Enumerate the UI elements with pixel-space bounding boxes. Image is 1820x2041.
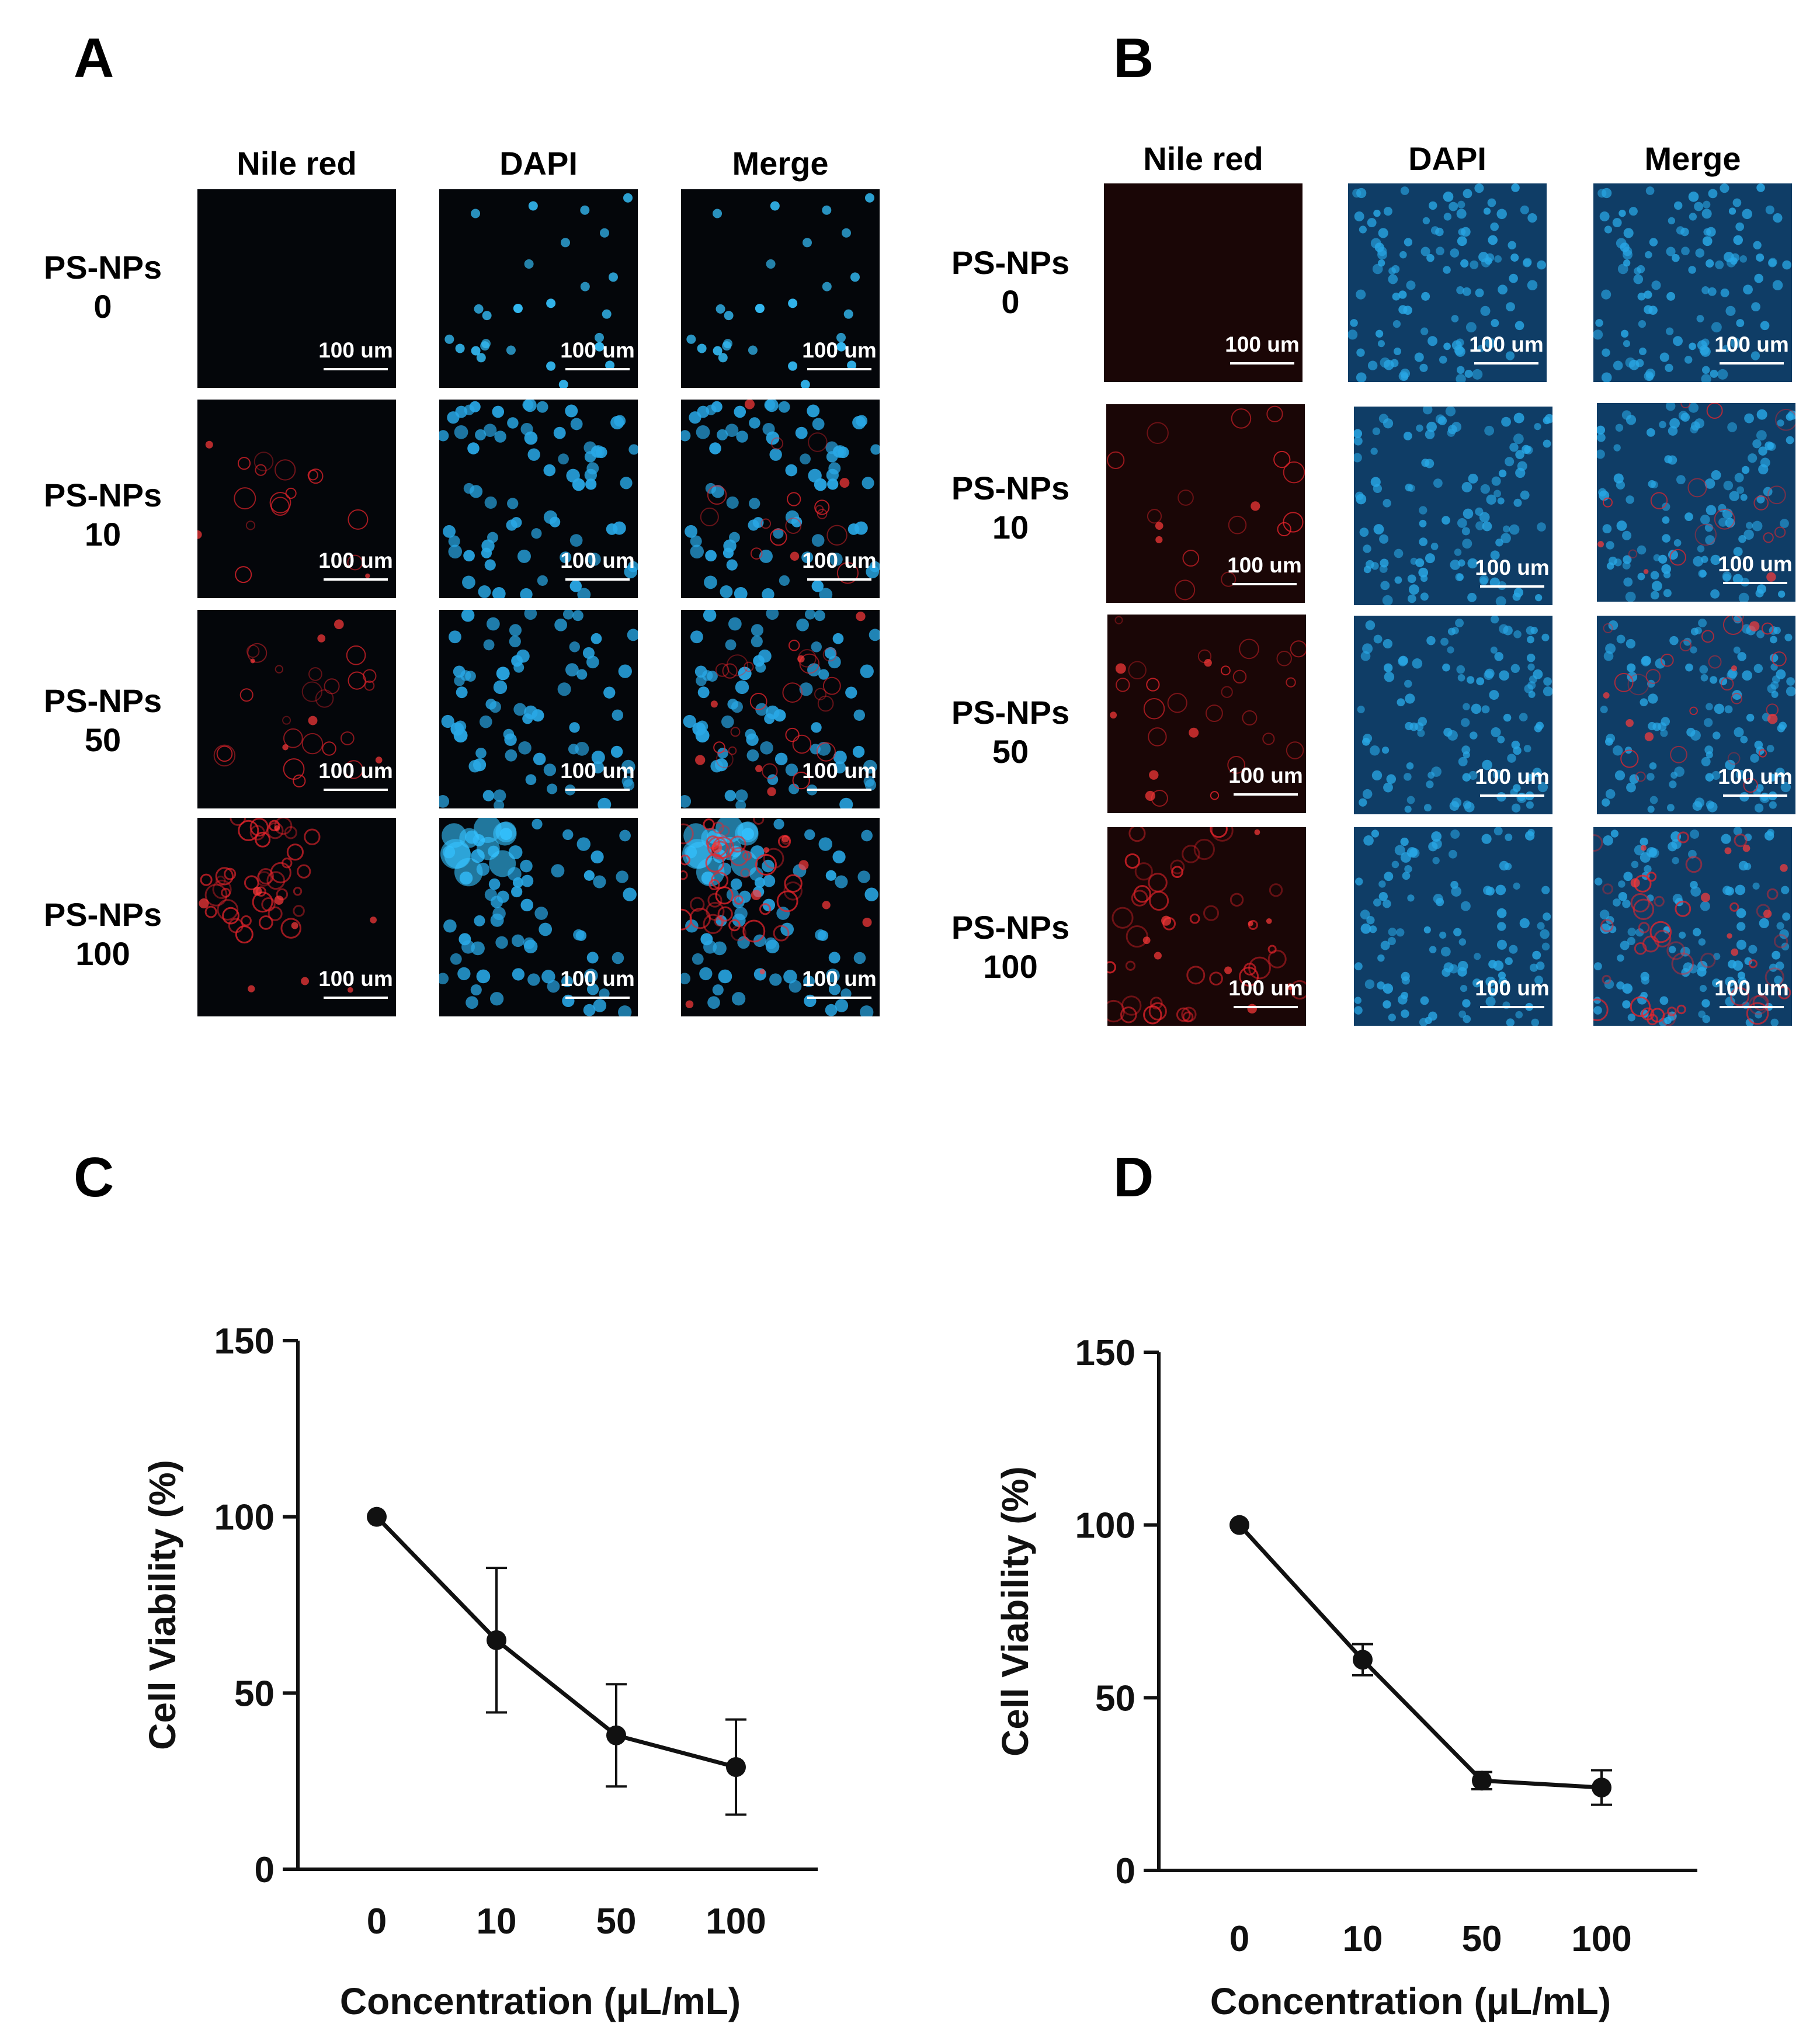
micrograph-merge: 100 um xyxy=(681,818,880,1016)
scale-bar: 100 um xyxy=(1717,553,1793,584)
row-label-ps-nps-100: PS-NPs 100 xyxy=(951,909,1070,985)
row-label-ps-nps-100: PS-NPs 100 xyxy=(43,896,162,973)
data-point xyxy=(606,1725,626,1745)
row-label-ps-nps-0: PS-NPs 0 xyxy=(43,249,162,325)
panel-letter-a: A xyxy=(74,27,114,89)
x-axis-title: Concentration (μL/mL) xyxy=(1210,1980,1611,2022)
scale-bar: 100 um xyxy=(318,760,394,791)
micrograph-nile-red: 100 um xyxy=(197,400,396,598)
column-header-nile-red: Nile red xyxy=(237,145,357,182)
micrograph-merge: 100 um xyxy=(1593,827,1792,1026)
row-label-ps-nps-10: PS-NPs 10 xyxy=(43,477,162,553)
data-point xyxy=(726,1757,746,1778)
series-line xyxy=(375,1515,737,1769)
series-line xyxy=(1238,1523,1602,1790)
y-tick-label: 100 xyxy=(214,1498,275,1538)
column-header-merge: Merge xyxy=(732,145,829,182)
y-tick-label: 50 xyxy=(1095,1678,1135,1719)
scale-bar: 100 um xyxy=(1468,334,1544,365)
scale-bar: 100 um xyxy=(1714,334,1790,365)
scale-bar: 100 um xyxy=(801,339,877,370)
scale-bar: 100 um xyxy=(801,760,877,791)
x-tick-label: 100 xyxy=(706,1901,766,1942)
scale-bar: 100 um xyxy=(318,550,394,581)
micrograph-merge: 100 um xyxy=(1597,616,1795,814)
scale-bar: 100 um xyxy=(560,339,635,370)
x-tick-label: 100 xyxy=(1571,1919,1631,1959)
micrograph-merge: 100 um xyxy=(1593,183,1792,382)
row-label-ps-nps-0: PS-NPs 0 xyxy=(951,244,1070,321)
micrograph-nile-red: 100 um xyxy=(1107,615,1306,813)
scale-bar: 100 um xyxy=(1228,977,1304,1008)
x-tick-label: 0 xyxy=(1229,1919,1249,1959)
row-label-ps-nps-50: PS-NPs 50 xyxy=(43,682,162,759)
y-tick-label: 150 xyxy=(214,1321,275,1362)
scale-bar: 100 um xyxy=(1224,334,1300,365)
y-tick-label: 100 xyxy=(1075,1506,1135,1546)
data-point xyxy=(487,1630,506,1650)
scale-bar: 100 um xyxy=(560,550,635,581)
x-tick-label: 50 xyxy=(596,1901,637,1942)
scale-bar: 100 um xyxy=(318,968,394,999)
micrograph-merge: 100 um xyxy=(681,400,880,598)
x-axis-title: Concentration (μL/mL) xyxy=(340,1980,741,2022)
micrograph-dapi: 100 um xyxy=(1354,616,1552,814)
micrograph-merge: 100 um xyxy=(1597,403,1795,602)
micrograph-nile-red: 100 um xyxy=(1107,827,1306,1026)
scale-bar: 100 um xyxy=(1228,765,1304,796)
micrograph-merge: 100 um xyxy=(681,189,880,388)
scale-bar: 100 um xyxy=(1714,977,1790,1008)
data-point xyxy=(367,1507,387,1527)
panel-letter-b: B xyxy=(1113,27,1154,89)
column-header-dapi: DAPI xyxy=(499,145,578,182)
micrograph-merge: 100 um xyxy=(681,610,880,808)
column-header-nile-red: Nile red xyxy=(1143,140,1263,177)
micrograph-dapi: 100 um xyxy=(439,818,638,1016)
micrograph-dapi: 100 um xyxy=(439,189,638,388)
scale-bar: 100 um xyxy=(801,550,877,581)
scale-bar: 100 um xyxy=(1474,977,1550,1008)
y-tick-label: 0 xyxy=(1116,1851,1135,1891)
y-tick-label: 50 xyxy=(234,1674,275,1714)
scale-bar: 100 um xyxy=(560,760,635,791)
x-tick-label: 10 xyxy=(477,1901,517,1942)
y-tick-label: 150 xyxy=(1075,1333,1135,1373)
column-header-merge: Merge xyxy=(1644,140,1741,177)
micrograph-dapi: 100 um xyxy=(439,610,638,808)
data-point xyxy=(1472,1771,1492,1791)
scale-bar: 100 um xyxy=(1227,554,1303,585)
micrograph-dapi: 100 um xyxy=(1354,827,1552,1026)
micrograph-nile-red: 100 um xyxy=(197,610,396,808)
scale-bar: 100 um xyxy=(1474,766,1550,797)
row-label-ps-nps-10: PS-NPs 10 xyxy=(951,470,1070,546)
x-tick-label: 10 xyxy=(1343,1919,1383,1959)
scale-bar: 100 um xyxy=(1717,766,1793,797)
y-axis-title: Cell Viability (%) xyxy=(994,1466,1036,1757)
micrograph-nile-red: 100 um xyxy=(1104,183,1303,382)
scale-bar: 100 um xyxy=(1474,557,1550,588)
data-point xyxy=(1592,1778,1611,1798)
y-axis-title: Cell Viability (%) xyxy=(141,1460,183,1750)
scale-bar: 100 um xyxy=(318,339,394,370)
scale-bar: 100 um xyxy=(560,968,635,999)
data-point xyxy=(1353,1650,1373,1670)
panel-letter-c: C xyxy=(74,1146,114,1209)
micrograph-dapi: 100 um xyxy=(1348,183,1547,382)
x-tick-label: 50 xyxy=(1462,1919,1502,1959)
scale-bar: 100 um xyxy=(801,968,877,999)
x-tick-label: 0 xyxy=(367,1901,387,1942)
column-header-dapi: DAPI xyxy=(1408,140,1486,177)
micrograph-dapi: 100 um xyxy=(439,400,638,598)
panel-letter-d: D xyxy=(1113,1146,1154,1209)
data-point xyxy=(1229,1515,1249,1535)
micrograph-nile-red: 100 um xyxy=(1106,404,1305,603)
micrograph-nile-red: 100 um xyxy=(197,189,396,388)
row-label-ps-nps-50: PS-NPs 50 xyxy=(951,694,1070,770)
micrograph-dapi: 100 um xyxy=(1354,407,1552,605)
y-tick-label: 0 xyxy=(255,1850,275,1890)
micrograph-nile-red: 100 um xyxy=(197,818,396,1016)
